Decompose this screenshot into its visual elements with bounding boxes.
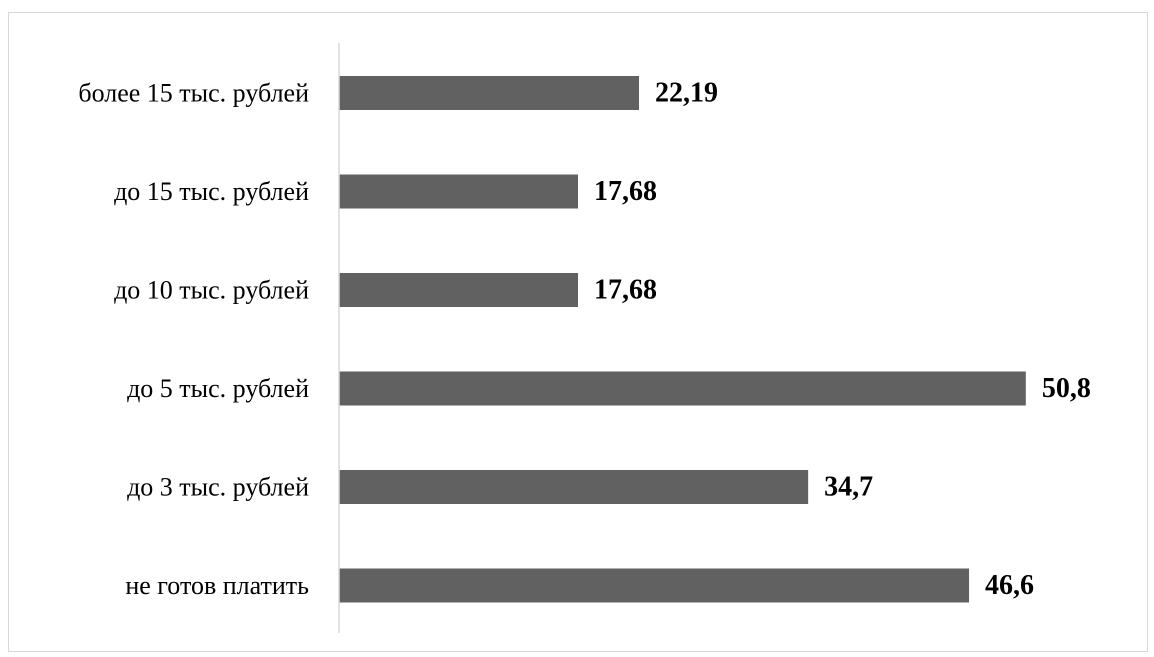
value-label: 17,68 [594,275,657,306]
category-label: не готов платить [125,571,309,600]
value-labels-group: 22,19 17,68 17,68 50,8 34,7 46,6 [594,78,1091,602]
value-label: 34,7 [824,472,873,503]
category-label: до 10 тыс. рублей [114,276,309,305]
value-label: 50,8 [1042,373,1091,404]
category-labels-group: более 15 тыс. рублей до 15 тыс. рублей до … [78,79,309,601]
value-label: 17,68 [594,176,657,207]
bar [339,470,809,504]
bar [339,76,640,110]
chart-frame: более 15 тыс. рублей до 15 тыс. рублей до … [8,12,1148,652]
value-label: 46,6 [985,570,1034,601]
bar [339,174,579,209]
category-label: до 3 тыс. рублей [127,473,309,502]
bar [339,568,970,603]
bars-group [339,76,1026,603]
category-label: более 15 тыс. рублей [78,79,309,108]
value-label: 22,19 [655,78,718,109]
bar [339,371,1026,406]
bar [339,273,579,307]
bar-chart: более 15 тыс. рублей до 15 тыс. рублей до … [78,43,1091,633]
category-label: до 15 тыс. рублей [114,177,309,206]
category-label: до 5 тыс. рублей [127,374,309,403]
